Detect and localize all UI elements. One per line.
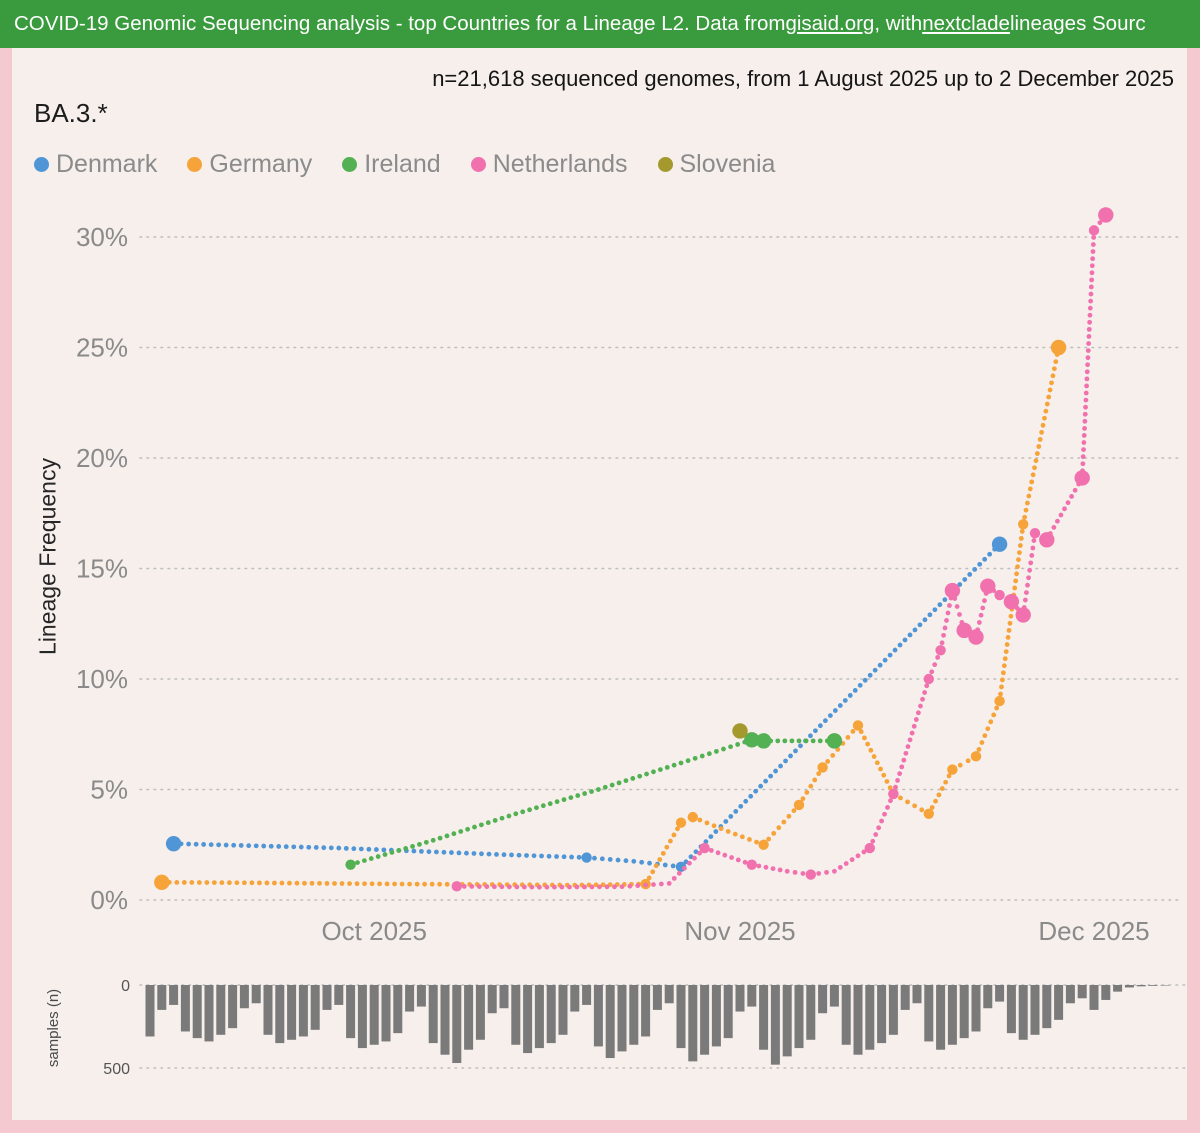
legend-label: Netherlands — [492, 150, 628, 178]
header-text-after: lineages Sourc — [1009, 12, 1146, 35]
y-tick-label: 5% — [90, 775, 128, 805]
legend-item-denmark: Denmark — [34, 150, 157, 179]
samples-axis-label: samples (n) — [45, 989, 62, 1067]
x-tick-label: Oct 2025 — [321, 916, 427, 946]
samples-bars — [145, 985, 1170, 1065]
series-denmark — [165, 536, 1008, 873]
legend-dot-icon — [342, 157, 358, 172]
legend-item-netherlands: Netherlands — [470, 150, 628, 179]
header: COVID-19 Genomic Sequencing analysis - t… — [0, 0, 1200, 48]
y-tick-label: 0% — [90, 885, 128, 915]
frame-bottom — [0, 1120, 1200, 1133]
legend-dot-icon — [470, 157, 486, 172]
frame-right — [1187, 48, 1200, 1133]
series-ireland — [345, 732, 843, 870]
legend-dot-icon — [34, 157, 49, 172]
legend-label: Slovenia — [679, 150, 776, 178]
header-text-before: COVID-19 Genomic Sequencing analysis - t… — [14, 12, 786, 35]
x-tick-label: Nov 2025 — [684, 916, 795, 946]
samples-tick-label: 0 — [121, 978, 130, 995]
header-text-mid: , with — [874, 12, 923, 35]
legend-label: Germany — [209, 150, 313, 178]
series-netherlands — [451, 207, 1114, 892]
y-tick-label: 30% — [76, 222, 128, 252]
legend-label: Ireland — [364, 150, 441, 178]
x-tick-label: Dec 2025 — [1038, 916, 1149, 946]
samples-tick-label: 500 — [103, 1061, 130, 1078]
y-tick-label: 15% — [76, 554, 128, 584]
legend: Denmark Germany Ireland Netherlands Slovenia — [34, 150, 775, 179]
main-chart-svg: 0% 5% 10% 15% 20% 25% 30% Oct 2025 Nov 2025 Dec 2… — [76, 207, 1181, 946]
y-tick-label: 25% — [76, 333, 128, 363]
legend-item-slovenia: Slovenia — [657, 150, 776, 179]
y-tick-label: 20% — [76, 443, 128, 473]
frame-left — [0, 48, 12, 1133]
legend-dot-icon — [657, 157, 673, 172]
legend-item-ireland: Ireland — [342, 150, 441, 179]
samples-chart-svg: 0 500 samples (n) — [45, 978, 1189, 1078]
legend-item-germany: Germany — [187, 150, 312, 179]
gisaid-link[interactable]: gisaid.org — [785, 12, 875, 35]
y-tick-label: 10% — [76, 664, 128, 694]
page-title: BA.3.* — [34, 98, 108, 128]
subtitle: n=21,618 sequenced genomes, from 1 Augus… — [432, 66, 1174, 91]
nextclade-link[interactable]: nextclade — [922, 12, 1010, 35]
legend-dot-icon — [187, 157, 203, 172]
legend-label: Denmark — [56, 150, 158, 178]
series-slovenia — [732, 723, 748, 739]
